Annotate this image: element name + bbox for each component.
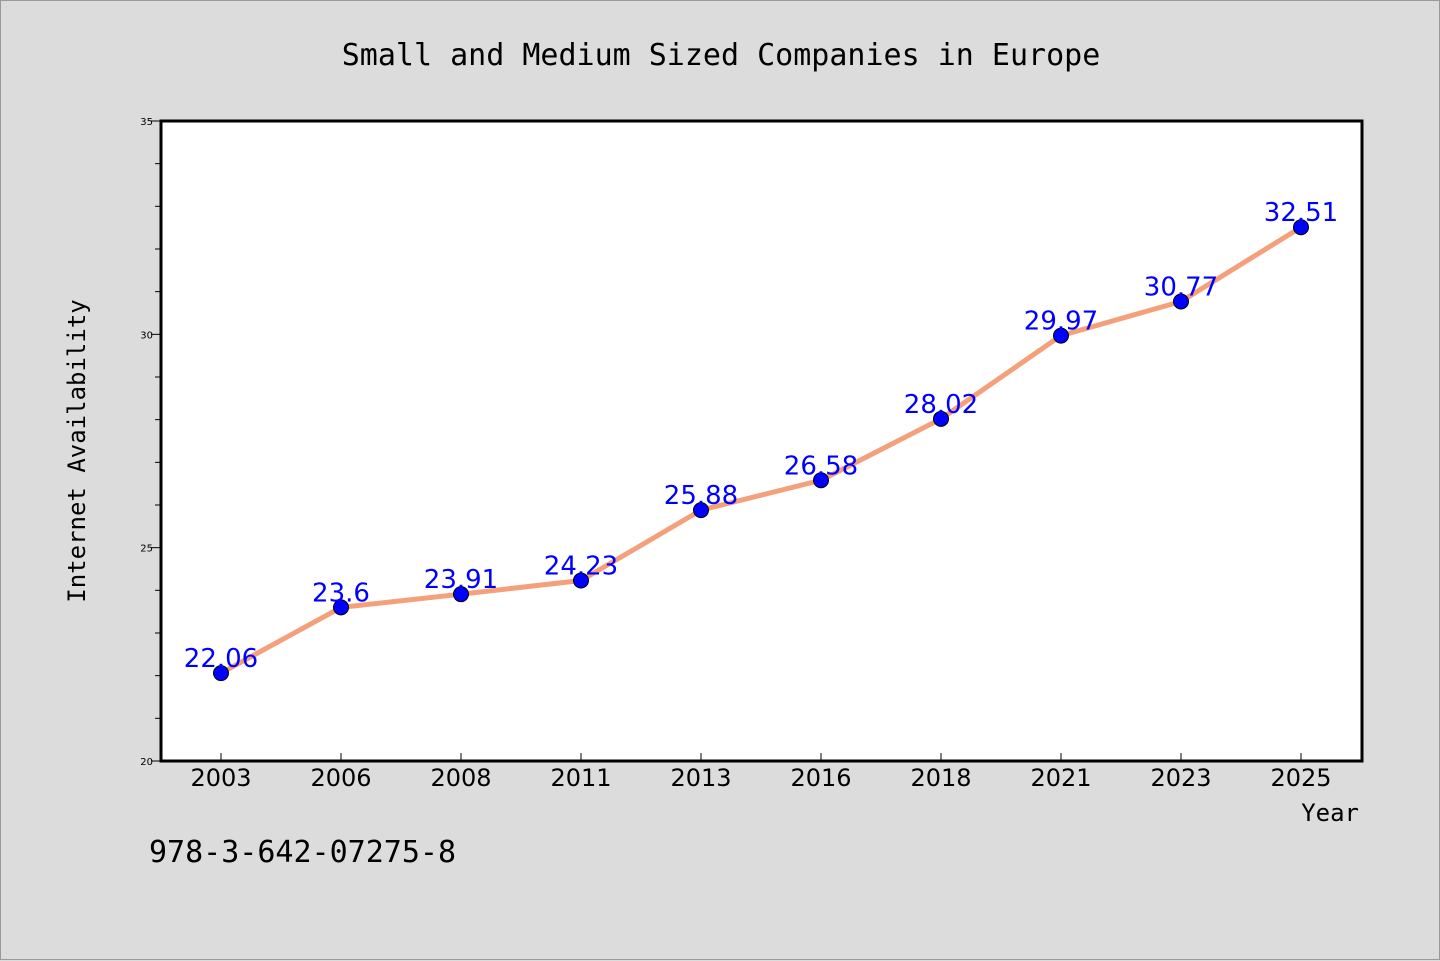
- x-tick-label: 2008: [430, 764, 491, 792]
- plot-area: [159, 119, 1364, 763]
- data-point-marker: [573, 572, 589, 589]
- data-label: 25.88: [664, 481, 738, 511]
- data-point-marker: [1293, 219, 1309, 236]
- x-tick-label: 2016: [790, 764, 851, 792]
- y-tick-label: 35: [140, 117, 153, 128]
- data-point-marker: [933, 410, 949, 427]
- data-label: 30.77: [1144, 272, 1218, 302]
- x-tick-label: 2023: [1150, 764, 1211, 792]
- x-tick-label: 2018: [910, 764, 971, 792]
- x-tick-label: 2011: [550, 764, 611, 792]
- data-point-marker: [213, 665, 229, 682]
- x-axis: 2003 2006 2008 2011 2013 2016 2018 2021 2023 2025: [190, 753, 1332, 792]
- y-tick-label: 25: [140, 544, 153, 555]
- series-line: [218, 224, 1304, 676]
- x-tick-label: 2013: [670, 764, 731, 792]
- y-tick-label: 30: [140, 330, 153, 341]
- data-point-marker: [1053, 327, 1069, 344]
- data-label: 24.23: [544, 552, 618, 582]
- isbn-text: 978-3-642-07275-8: [149, 835, 457, 870]
- data-point-marker: [813, 472, 829, 489]
- x-axis-label: Year: [1301, 799, 1359, 827]
- data-label: 32.51: [1264, 198, 1338, 228]
- data-label: 23.91: [424, 565, 498, 595]
- x-tick-label: 2025: [1270, 764, 1331, 792]
- data-label: 29.97: [1024, 307, 1098, 337]
- data-label: 23.6: [312, 578, 370, 608]
- data-point-marker: [1173, 293, 1189, 310]
- data-point-marker: [693, 502, 709, 519]
- data-label: 28.02: [904, 390, 978, 420]
- data-label: 22.06: [184, 644, 258, 674]
- y-axis: 20 25 30 35: [140, 117, 161, 768]
- x-tick-label: 2006: [310, 764, 371, 792]
- series-layer: 22.06 23.6 23.91 24.23 25.88 26.58 28.02 29.97 3…: [184, 198, 1338, 682]
- chart-title: Small and Medium Sized Companies in Euro…: [342, 38, 1101, 73]
- data-point-marker: [453, 586, 469, 603]
- x-tick-label: 2021: [1030, 764, 1091, 792]
- y-axis-label: Internet Availability: [63, 299, 91, 602]
- data-label: 26.58: [784, 451, 858, 481]
- x-tick-label: 2003: [190, 764, 251, 792]
- y-tick-label: 20: [140, 757, 153, 768]
- data-point-marker: [333, 599, 349, 616]
